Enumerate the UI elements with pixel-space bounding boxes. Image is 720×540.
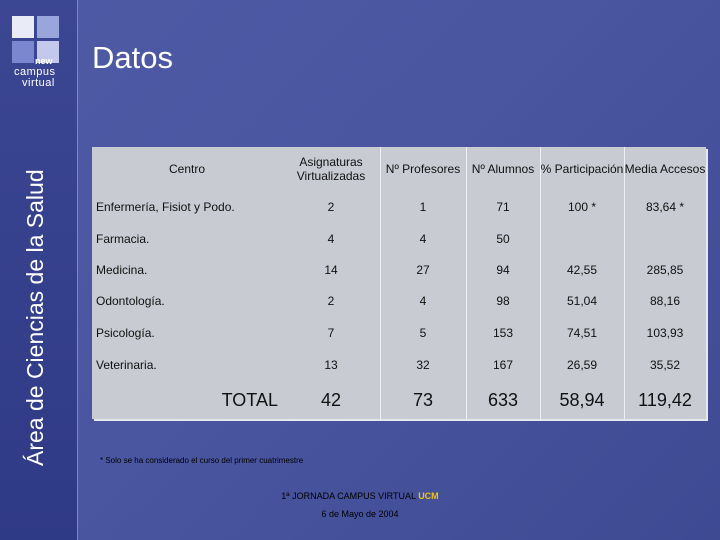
- table-cell: 35,52: [649, 358, 681, 372]
- footnote: * Solo se ha considerado el curso del pr…: [100, 456, 304, 465]
- row-label: Enfermería, Fisiot y Podo.: [96, 200, 235, 214]
- footer-event: 1ª JORNADA CAMPUS VIRTUAL UCM: [0, 491, 720, 501]
- page-title: Datos: [92, 40, 173, 75]
- table-cell: 51,04: [566, 294, 598, 308]
- table-cell: 167: [492, 358, 514, 372]
- table-cell: 14: [324, 262, 338, 277]
- table-header-cell: % Participación: [540, 162, 624, 176]
- table-cell: 13: [324, 358, 338, 372]
- table-header-cell: Centro: [168, 162, 206, 176]
- table-cell: 5: [419, 326, 427, 340]
- total-cell: 119,42: [638, 389, 692, 410]
- table-header-cell: Nº Profesores: [385, 162, 461, 176]
- table-cell: 2: [327, 200, 335, 214]
- row-label: Farmacia.: [96, 231, 150, 246]
- total-cell: 42: [320, 389, 342, 410]
- table-cell: 4: [419, 231, 427, 246]
- table-cell: 1: [419, 200, 427, 214]
- area-title: Área de Ciencias de la Salud: [22, 169, 48, 466]
- table-cell: 2: [327, 294, 335, 308]
- row-label: Psicología.: [96, 326, 155, 340]
- footer-date: 6 de Mayo de 2004: [321, 509, 399, 519]
- table-cell: 26,59: [566, 358, 598, 372]
- table-cell: [540, 223, 624, 254]
- data-table: Centro Asignaturas Virtualizadas Nº Profes…: [92, 147, 706, 419]
- total-cell: 633: [487, 389, 519, 410]
- total-cell: 73: [412, 389, 434, 410]
- logo-text-campus: campus: [14, 66, 56, 78]
- table-cell: 94: [496, 262, 510, 277]
- column-divider: [624, 147, 625, 419]
- table-cell: 100 *: [567, 200, 597, 214]
- column-divider: [380, 147, 381, 419]
- sidebar: new campus virtual Área de Ciencias de l…: [0, 0, 78, 540]
- footer-event-text: 1ª JORNADA CAMPUS VIRTUAL: [281, 491, 416, 501]
- column-divider: [466, 147, 467, 419]
- table-cell: 285,85: [646, 262, 684, 277]
- total-cell: 58,94: [559, 389, 605, 410]
- table-cell: 4: [327, 231, 335, 246]
- table-cell: 7: [327, 326, 335, 340]
- column-divider: [540, 147, 541, 419]
- table-cell: 71: [496, 200, 510, 214]
- total-label: TOTAL: [221, 389, 278, 410]
- table-header-cell: Media Accesos: [624, 162, 706, 176]
- table-cell: 32: [416, 358, 430, 372]
- logo-text-virtual: virtual: [22, 77, 55, 89]
- table-cell: 98: [496, 294, 510, 308]
- table-cell: 27: [416, 262, 430, 277]
- table-cell: 153: [492, 326, 514, 340]
- row-label: Medicina.: [96, 262, 148, 277]
- table-cell: 83,64 *: [645, 200, 685, 214]
- campus-virtual-logo: new campus virtual: [12, 16, 64, 89]
- table-cell: [624, 223, 706, 254]
- table-cell: 42,55: [566, 262, 598, 277]
- table-header-cell: Nº Alumnos: [471, 162, 535, 176]
- table-header-cell: Asignaturas Virtualizadas: [296, 155, 366, 183]
- row-label: Veterinaria.: [96, 358, 157, 372]
- table-cell: 103,93: [646, 326, 684, 340]
- logo-text-new: new: [35, 56, 53, 66]
- table-cell: 50: [496, 231, 510, 246]
- table-cell: 74,51: [566, 326, 598, 340]
- footer-ucm: UCM: [418, 491, 439, 501]
- table-cell: 88,16: [649, 294, 681, 308]
- row-label: Odontología.: [96, 294, 165, 308]
- table-cell: 4: [419, 294, 427, 308]
